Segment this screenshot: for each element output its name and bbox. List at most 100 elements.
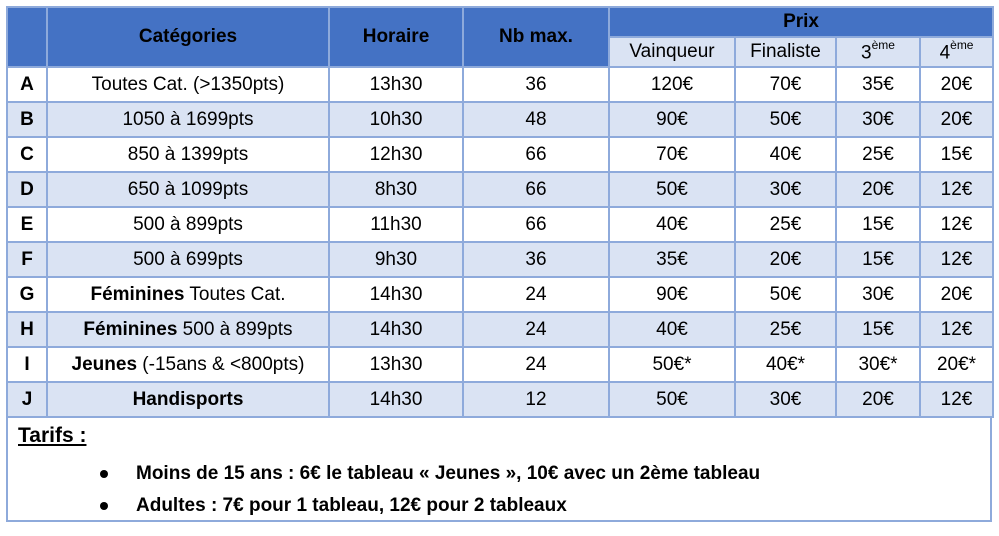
row-category: 1050 à 1699pts: [46, 101, 330, 138]
row-fourth: 20€: [918, 66, 995, 103]
row-finaliste: 70€: [734, 66, 837, 103]
header-vainqueur: Vainqueur: [608, 36, 736, 68]
category-text: (-15ans & <800pts): [137, 353, 305, 375]
row-third: 15€: [835, 206, 921, 243]
row-third: 25€: [835, 136, 921, 173]
bullet-icon: [100, 470, 108, 478]
row-horaire: 13h30: [328, 346, 464, 383]
category-bold: Handisports: [132, 388, 244, 410]
row-letter: G: [6, 276, 48, 313]
row-fourth: 20€*: [918, 346, 995, 383]
category-text: 650 à 1099pts: [127, 178, 249, 200]
category-bold: Féminines: [83, 318, 178, 340]
row-letter: E: [6, 206, 48, 243]
row-finaliste: 25€: [734, 311, 837, 348]
tarifs-title: Tarifs :: [18, 424, 87, 447]
row-third: 15€: [835, 241, 921, 278]
row-nbmax: 24: [462, 311, 610, 348]
row-finaliste: 20€: [734, 241, 837, 278]
row-fourth: 12€: [918, 206, 995, 243]
row-nbmax: 36: [462, 66, 610, 103]
row-third: 35€: [835, 66, 921, 103]
bullet-icon: [100, 502, 108, 510]
row-horaire: 14h30: [328, 381, 464, 418]
row-fourth: 15€: [918, 136, 995, 173]
row-letter: C: [6, 136, 48, 173]
corner-cell: [6, 6, 48, 68]
row-vainqueur: 35€: [608, 241, 736, 278]
row-horaire: 12h30: [328, 136, 464, 173]
row-vainqueur: 90€: [608, 276, 736, 313]
row-fourth: 20€: [918, 276, 995, 313]
table-row: E 500 à 899pts 11h30 66 40€ 25€ 15€ 12€: [6, 206, 995, 243]
row-fourth: 12€: [918, 241, 995, 278]
row-horaire: 9h30: [328, 241, 464, 278]
row-nbmax: 24: [462, 346, 610, 383]
row-finaliste: 50€: [734, 101, 837, 138]
row-vainqueur: 70€: [608, 136, 736, 173]
row-third: 20€: [835, 171, 921, 208]
row-finaliste: 25€: [734, 206, 837, 243]
header-finaliste: Finaliste: [734, 36, 837, 68]
table-row: H Féminines 500 à 899pts 14h30 24 40€ 25€ 15€ 1…: [6, 311, 995, 348]
row-finaliste: 50€: [734, 276, 837, 313]
table-row: I Jeunes (-15ans & <800pts) 13h30 24 50€* 40€…: [6, 346, 995, 383]
category-text: Toutes Cat.: [184, 283, 286, 305]
row-horaire: 14h30: [328, 276, 464, 313]
row-vainqueur: 50€: [608, 171, 736, 208]
category-text: 1050 à 1699pts: [122, 108, 254, 130]
row-horaire: 10h30: [328, 101, 464, 138]
category-bold: Féminines: [90, 283, 185, 305]
row-fourth: 12€: [918, 311, 995, 348]
row-horaire: 14h30: [328, 311, 464, 348]
tournament-table-container: Catégories Horaire Nb max. Prix Vainqueu…: [6, 6, 995, 522]
table-row: J Handisports 14h30 12 50€ 30€ 20€ 12€: [6, 381, 995, 418]
category-text: 500 à 899pts: [177, 318, 293, 340]
row-third: 30€: [835, 276, 921, 313]
row-category: Féminines Toutes Cat.: [46, 276, 330, 313]
row-finaliste: 40€: [734, 136, 837, 173]
row-nbmax: 12: [462, 381, 610, 418]
row-category: 500 à 899pts: [46, 206, 330, 243]
tarif-item: Moins de 15 ans : 6€ le tableau « Jeunes…: [100, 458, 760, 490]
row-vainqueur: 40€: [608, 311, 736, 348]
table-row: D 650 à 1099pts 8h30 66 50€ 30€ 20€ 12€: [6, 171, 995, 208]
row-fourth: 20€: [918, 101, 995, 138]
tarifs-list: Moins de 15 ans : 6€ le tableau « Jeunes…: [100, 458, 760, 522]
row-third: 15€: [835, 311, 921, 348]
row-nbmax: 48: [462, 101, 610, 138]
row-vainqueur: 40€: [608, 206, 736, 243]
row-finaliste: 30€: [734, 381, 837, 418]
row-vainqueur: 120€: [608, 66, 736, 103]
row-horaire: 8h30: [328, 171, 464, 208]
category-text: 500 à 699pts: [133, 248, 243, 270]
tarifs-section: Tarifs : Moins de 15 ans : 6€ le tableau…: [6, 418, 992, 522]
table-row: C 850 à 1399pts 12h30 66 70€ 40€ 25€ 15€: [6, 136, 995, 173]
category-bold: Jeunes: [71, 353, 138, 375]
row-letter: B: [6, 101, 48, 138]
row-category: Handisports: [46, 381, 330, 418]
row-nbmax: 66: [462, 136, 610, 173]
row-fourth: 12€: [918, 171, 995, 208]
row-third: 20€: [835, 381, 921, 418]
row-category: Féminines 500 à 899pts: [46, 311, 330, 348]
row-letter: A: [6, 66, 48, 103]
table-row: F 500 à 699pts 9h30 36 35€ 20€ 15€ 12€: [6, 241, 995, 278]
row-category: 500 à 699pts: [46, 241, 330, 278]
row-vainqueur: 50€: [608, 381, 736, 418]
categories-table: Catégories Horaire Nb max. Prix Vainqueu…: [6, 6, 995, 418]
row-category: 650 à 1099pts: [46, 171, 330, 208]
row-letter: F: [6, 241, 48, 278]
row-nbmax: 24: [462, 276, 610, 313]
table-row: A Toutes Cat. (>1350pts) 13h30 36 120€ 70€ 35€…: [6, 66, 995, 103]
row-third: 30€*: [835, 346, 921, 383]
tarif-item: Adultes : 7€ pour 1 tableau, 12€ pour 2 …: [100, 490, 760, 522]
row-nbmax: 66: [462, 206, 610, 243]
header-categories: Catégories: [46, 6, 330, 68]
row-finaliste: 40€*: [734, 346, 837, 383]
row-horaire: 13h30: [328, 66, 464, 103]
category-text: 850 à 1399pts: [127, 143, 249, 165]
row-vainqueur: 50€*: [608, 346, 736, 383]
category-text: Toutes Cat. (>1350pts): [91, 73, 285, 95]
row-letter: D: [6, 171, 48, 208]
